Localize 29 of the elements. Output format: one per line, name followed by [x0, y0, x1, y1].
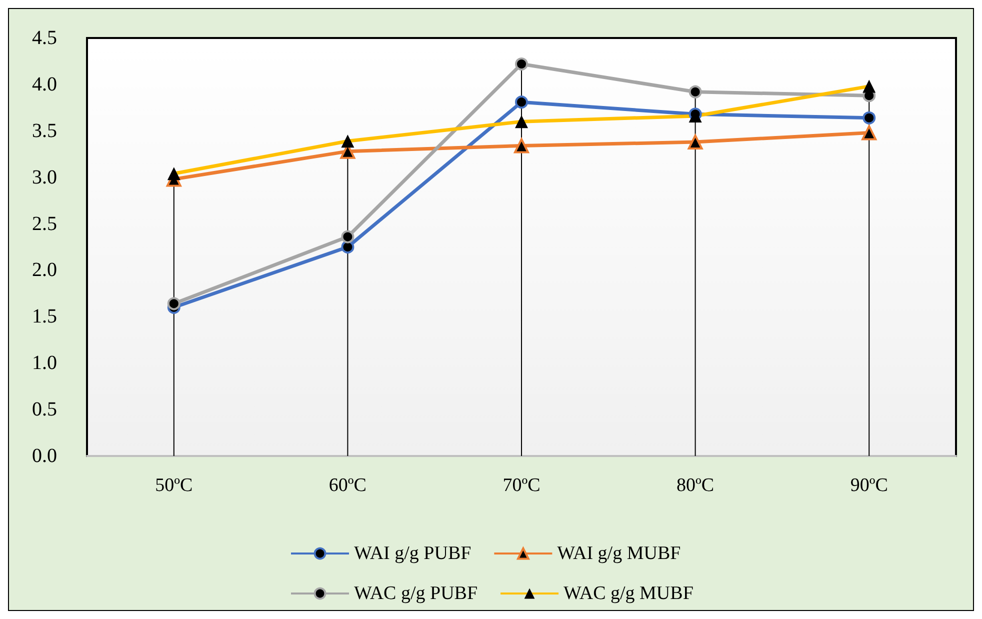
legend-label: WAC g/g PUBF [354, 583, 478, 604]
y-tick-label: 2.5 [32, 212, 57, 235]
x-tick-label: 60ºC [328, 475, 366, 496]
y-tick-label: 0.5 [32, 398, 57, 421]
legend-label: WAI g/g PUBF [354, 543, 472, 564]
y-tick-label: 3.5 [32, 120, 57, 142]
y-tick-label: 4.0 [32, 73, 57, 96]
y-tick-label: 2.0 [32, 259, 57, 282]
point [688, 134, 703, 150]
point [862, 125, 877, 140]
point [515, 96, 528, 109]
x-tick-label: 80ºC [676, 475, 714, 496]
point [341, 240, 354, 254]
y-tick-label: 3.0 [32, 166, 57, 188]
point [167, 297, 180, 310]
point [514, 138, 529, 154]
point [515, 58, 528, 71]
legend-label: WAI g/g MUBF [557, 543, 681, 564]
x-tick-label: 50ºC [155, 475, 193, 496]
y-tick-label: 1.0 [32, 352, 57, 374]
x-tick-label: 70ºC [502, 475, 540, 496]
x-tick-label: 90ºC [850, 475, 888, 496]
y-tick-label: 4.5 [32, 27, 57, 49]
point [341, 230, 354, 244]
y-tick-label: 1.5 [32, 306, 57, 328]
y-tick-label: 0.0 [32, 445, 57, 467]
point [688, 85, 702, 98]
point [862, 111, 876, 124]
legend-label: WAC g/g MUBF [564, 583, 694, 604]
